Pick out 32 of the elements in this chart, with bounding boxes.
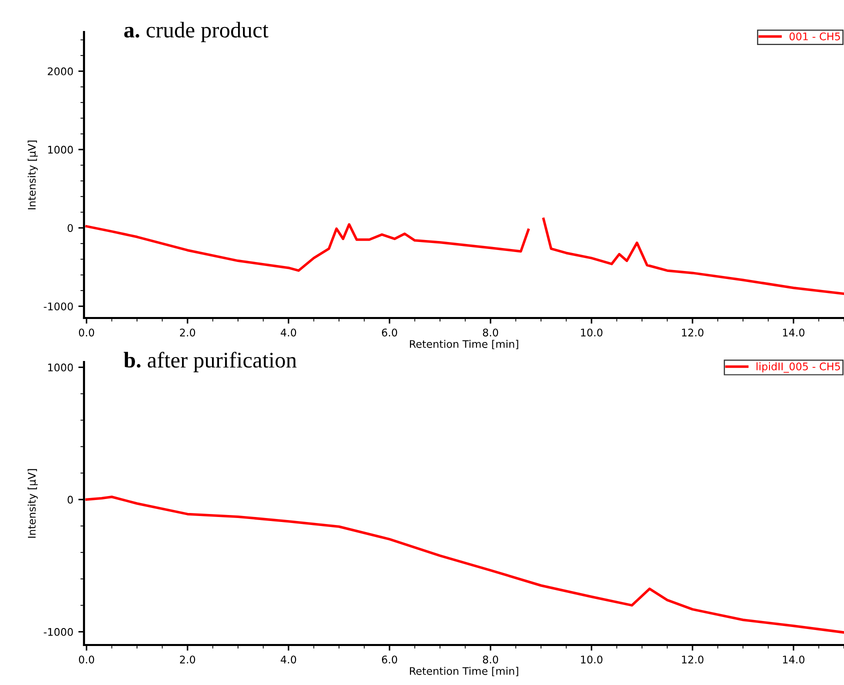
x-tick-label: 2.0: [180, 656, 196, 664]
x-tick-label: 0.0: [78, 328, 94, 336]
x-tick-label: 8.0: [482, 328, 498, 336]
y-tick-label: -1000: [44, 628, 73, 636]
x-tick-label: 0.0: [78, 656, 94, 664]
x-axis-title: Retention Time [min]: [410, 340, 518, 350]
x-tick-label: 14.0: [783, 656, 804, 664]
x-axis-title: Retention Time [min]: [410, 666, 518, 676]
x-tick-label: 12.0: [682, 328, 704, 336]
x-tick-label: 6.0: [382, 656, 398, 664]
y-tick-label: 1000: [48, 364, 73, 372]
x-tick-label: 12.0: [682, 656, 704, 664]
line-series: [85, 496, 844, 634]
y-tick-label: 2000: [48, 67, 73, 76]
y-axis-title: Intensity [µV]: [28, 469, 38, 538]
legend-label: 001 - CH5: [790, 32, 840, 40]
chart-title: a. crude product: [124, 22, 268, 42]
x-tick-label: 4.0: [280, 328, 296, 336]
x-tick-label: 10.0: [581, 656, 602, 664]
y-tick-label: 1000: [48, 146, 73, 154]
y-axis-title: Intensity [µV]: [28, 140, 38, 210]
x-tick-label: 8.0: [482, 656, 498, 664]
x-tick-label: 14.0: [783, 328, 804, 336]
y-tick-label: -1000: [44, 302, 73, 310]
x-tick-label: 4.0: [280, 656, 296, 664]
y-tick-label: 0: [68, 224, 73, 232]
x-tick-label: 10.0: [581, 328, 602, 336]
legend-label: lipidII_005 - CH5: [756, 362, 840, 373]
y-tick-label: 0: [68, 496, 73, 504]
x-tick-label: 2.0: [180, 328, 196, 336]
x-tick-label: 6.0: [382, 328, 398, 336]
chart-title: b. after purification: [124, 352, 297, 372]
